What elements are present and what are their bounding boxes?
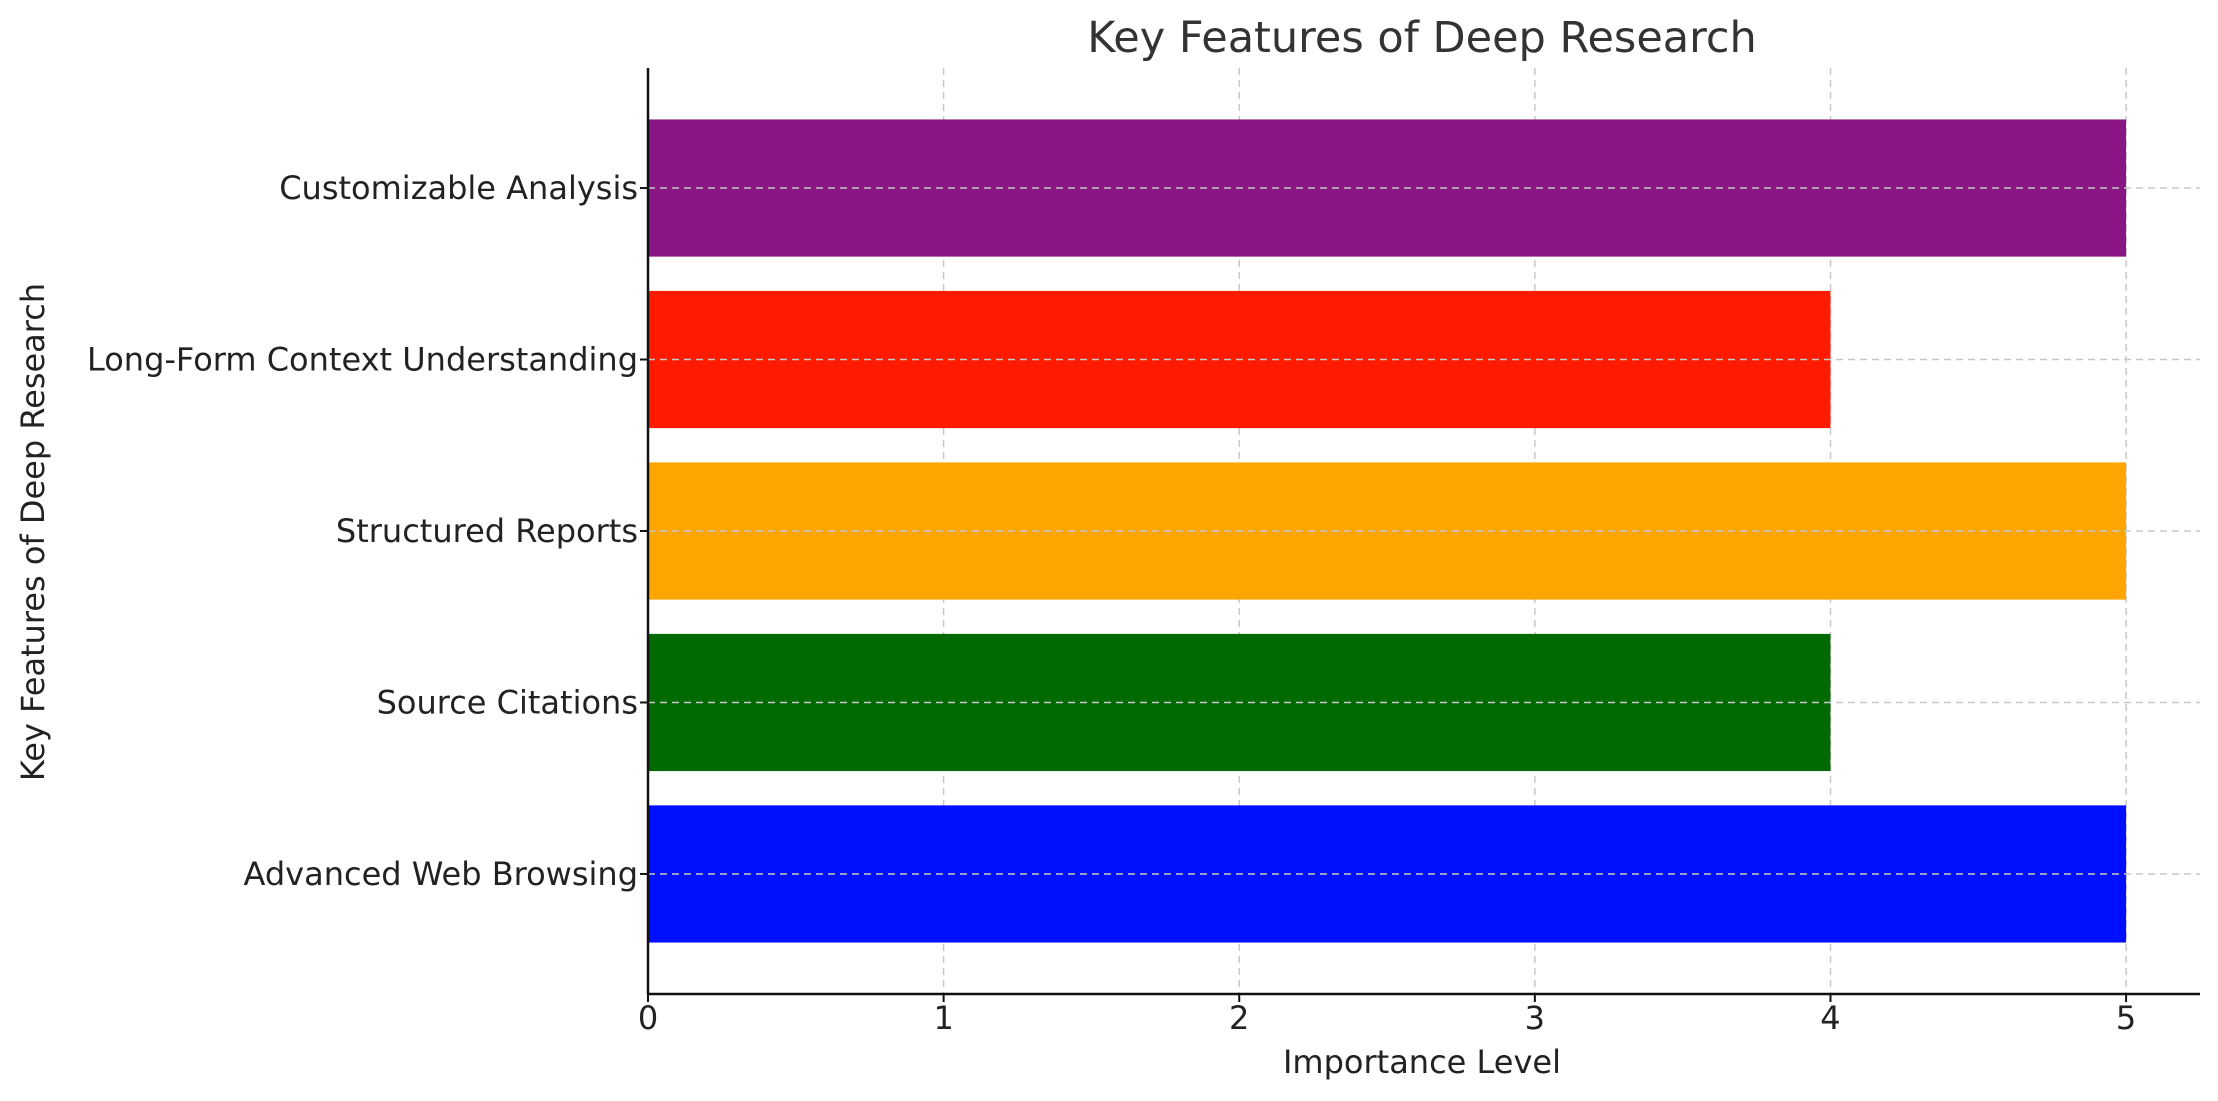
- y-tick-label: Source Citations: [377, 683, 638, 721]
- y-tick-label: Customizable Analysis: [279, 169, 638, 207]
- chart-title: Key Features of Deep Research: [1087, 13, 1757, 63]
- y-tick-label: Advanced Web Browsing: [244, 855, 638, 893]
- x-tick-label: 0: [638, 999, 658, 1037]
- y-tick-label: Structured Reports: [336, 512, 638, 550]
- x-tick-label: 5: [2116, 999, 2136, 1037]
- x-axis-label: Importance Level: [1283, 1043, 1561, 1081]
- y-axis-label: Key Features of Deep Research: [14, 283, 52, 781]
- y-tick-label: Long-Form Context Understanding: [87, 341, 638, 379]
- horizontal-grid-lines: [648, 187, 2200, 875]
- ticks: 0 1 2 3 4 5 Advanced Web Browsing Source Citati…: [87, 169, 2136, 1037]
- x-tick-label: 3: [1525, 999, 1545, 1037]
- x-tick-label: 4: [1820, 999, 1840, 1037]
- x-tick-label: 1: [933, 999, 953, 1037]
- x-tick-label: 2: [1229, 999, 1249, 1037]
